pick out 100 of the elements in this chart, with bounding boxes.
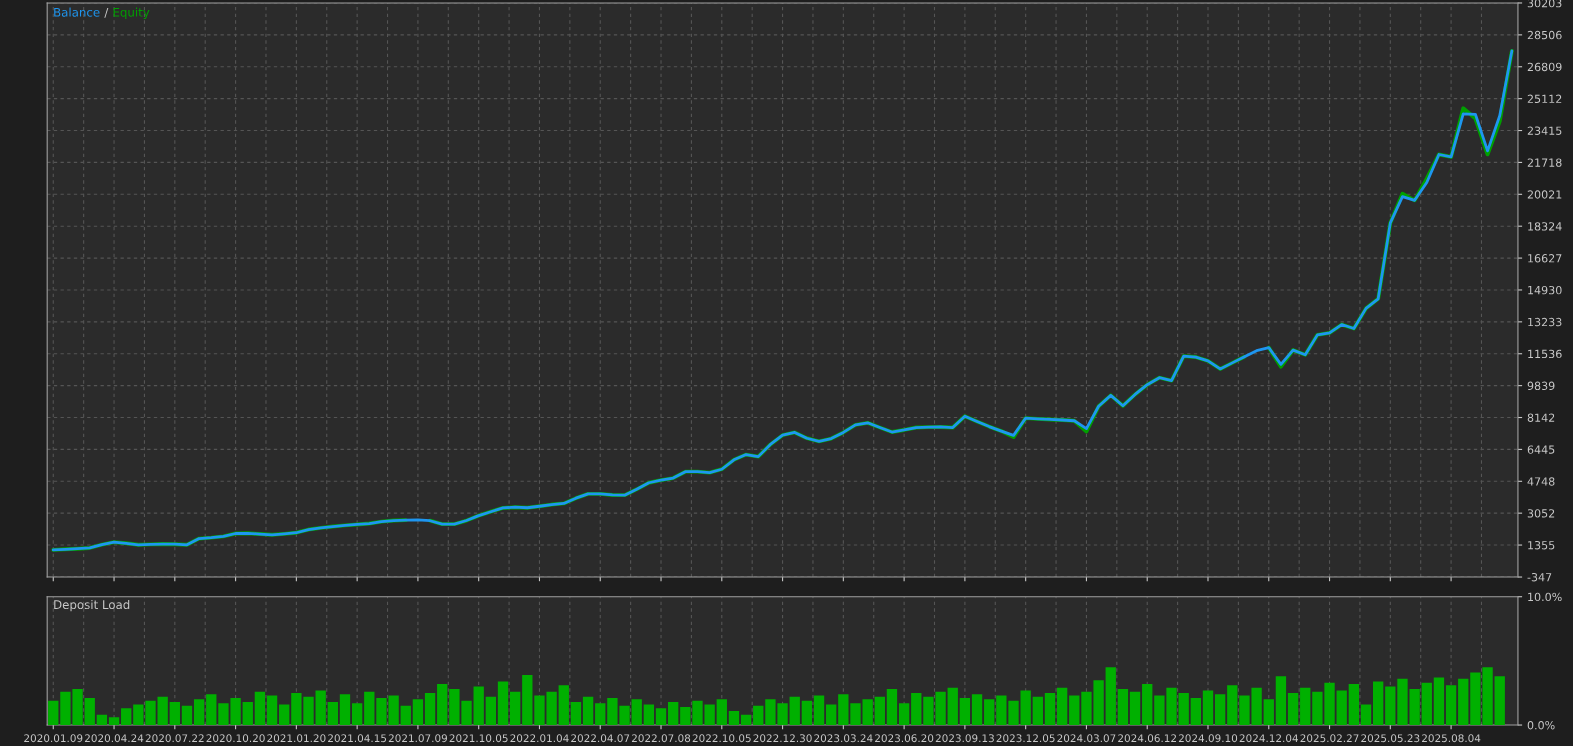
text: Balance — [54, 7, 100, 17]
bar — [680, 707, 691, 726]
x-tick-label: 2022.04.07 — [571, 734, 630, 743]
bar — [315, 690, 326, 726]
bar — [242, 701, 253, 726]
bar — [522, 675, 533, 726]
bar — [813, 695, 825, 726]
y-tick-label: 11536 — [1528, 349, 1562, 359]
bar — [753, 705, 764, 726]
bar — [48, 700, 59, 726]
bar — [740, 714, 752, 726]
x-tick-label: 2025.05.23 — [1361, 734, 1420, 743]
x-tick-label: 2022.07.08 — [631, 734, 691, 743]
bar — [1275, 676, 1287, 726]
bar — [558, 685, 569, 726]
bar — [1458, 678, 1469, 726]
bar — [1117, 689, 1129, 726]
bar — [364, 691, 375, 726]
bar — [1348, 683, 1360, 726]
text: Equity — [113, 7, 150, 19]
bar — [582, 696, 594, 726]
bar — [643, 704, 655, 726]
bar — [509, 691, 521, 726]
x-tick-label: 2020.10.20 — [206, 734, 265, 743]
bar — [1227, 685, 1238, 726]
y-tick-label: 28506 — [1527, 30, 1562, 40]
bar — [1020, 690, 1031, 726]
x-tick-label: 2022.10.05 — [692, 734, 751, 743]
chart-title: Deposit Load — [54, 599, 130, 612]
bar — [1178, 692, 1189, 726]
bar — [485, 696, 497, 726]
y-tick-label: 23415 — [1527, 126, 1562, 135]
bar — [1056, 687, 1068, 726]
bar — [181, 705, 193, 726]
y-tick-label: 13233 — [1528, 317, 1562, 327]
bar — [1214, 694, 1226, 726]
bar — [1385, 686, 1396, 726]
bar — [1032, 696, 1043, 726]
bar — [279, 704, 290, 726]
bar — [424, 692, 436, 726]
bar — [1373, 681, 1384, 726]
line-series — [51, 49, 1514, 552]
bar — [1494, 676, 1505, 726]
bar — [412, 699, 424, 726]
y-tick-label: 10.0% — [1528, 592, 1562, 602]
bar — [570, 701, 582, 726]
x-tick-label: 2020.04.24 — [84, 734, 144, 743]
y-tick-label: 8142 — [1527, 413, 1555, 422]
bar — [1263, 699, 1274, 726]
bar — [254, 691, 266, 726]
bar — [1069, 695, 1080, 726]
y-tick-label: 16627 — [1528, 254, 1562, 263]
bar — [1287, 692, 1299, 726]
bar — [206, 694, 217, 726]
x-tick-label: 2024.06.12 — [1118, 734, 1176, 743]
bar — [1300, 687, 1311, 726]
x-tick-label: 2023.06.20 — [875, 734, 934, 743]
y-tick-label: 0.0% — [1527, 721, 1555, 730]
x-tick-label: 2020.07.22 — [145, 734, 204, 743]
y-tick-label: 6445 — [1527, 445, 1555, 454]
bar — [1190, 698, 1201, 726]
x-tick-label: 2021.10.05 — [449, 734, 508, 743]
bar — [668, 701, 679, 726]
bar — [169, 701, 180, 726]
bar — [826, 704, 837, 726]
x-tick-label: 2020.01.09 — [24, 734, 83, 743]
x-tick-label: 2022.01.04 — [510, 734, 569, 743]
bar — [193, 699, 205, 726]
x-tick-label: 2021.01.20 — [267, 734, 326, 743]
bar — [1445, 685, 1457, 726]
bar — [801, 700, 813, 726]
x-tick-label: 2025.08.04 — [1422, 734, 1481, 743]
bar — [1202, 690, 1214, 726]
y-tick-label: 26809 — [1527, 62, 1562, 72]
x-tick-label: 2023.09.13 — [935, 734, 994, 743]
bar — [971, 694, 983, 726]
bar — [1142, 683, 1153, 726]
bar — [716, 699, 727, 726]
x-tick-label: 2021.07.09 — [388, 734, 448, 743]
y-tick-label: -347 — [1527, 573, 1552, 582]
y-tick-label: 18324 — [1528, 222, 1562, 231]
y-tick-label: 3052 — [1527, 509, 1555, 518]
y-tick-label: 14930 — [1528, 285, 1562, 295]
bar — [1336, 690, 1347, 726]
bar — [108, 717, 120, 726]
bar — [327, 701, 338, 726]
x-tick-label: 2024.12.04 — [1239, 734, 1298, 743]
bar — [437, 683, 448, 726]
annotation: / — [104, 7, 109, 18]
bar — [351, 703, 363, 726]
y-tick-label: 1355 — [1528, 541, 1555, 550]
bar — [911, 692, 922, 726]
bar — [497, 681, 509, 726]
bar — [874, 696, 885, 726]
bar — [1129, 691, 1141, 726]
x-tick-label: 2025.02.27 — [1300, 734, 1359, 743]
bar — [84, 698, 95, 726]
bar — [959, 698, 971, 726]
bar — [595, 703, 606, 726]
bar — [898, 703, 910, 726]
